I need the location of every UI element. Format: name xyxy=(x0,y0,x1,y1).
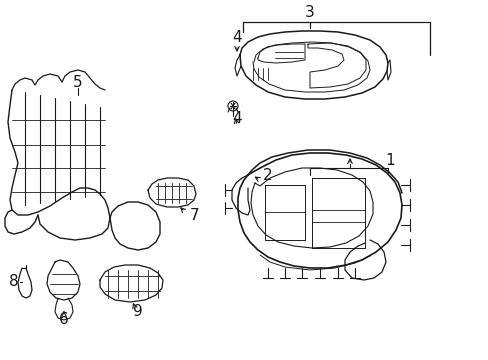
Text: 4: 4 xyxy=(232,30,242,45)
Text: 1: 1 xyxy=(385,153,394,167)
Text: 7: 7 xyxy=(190,207,200,222)
Text: 9: 9 xyxy=(133,305,142,320)
Text: 3: 3 xyxy=(305,5,314,19)
Text: 5: 5 xyxy=(73,75,82,90)
Text: 4: 4 xyxy=(232,111,242,126)
Text: 6: 6 xyxy=(59,312,69,328)
Text: 2: 2 xyxy=(263,167,272,183)
Text: 8: 8 xyxy=(9,275,19,289)
